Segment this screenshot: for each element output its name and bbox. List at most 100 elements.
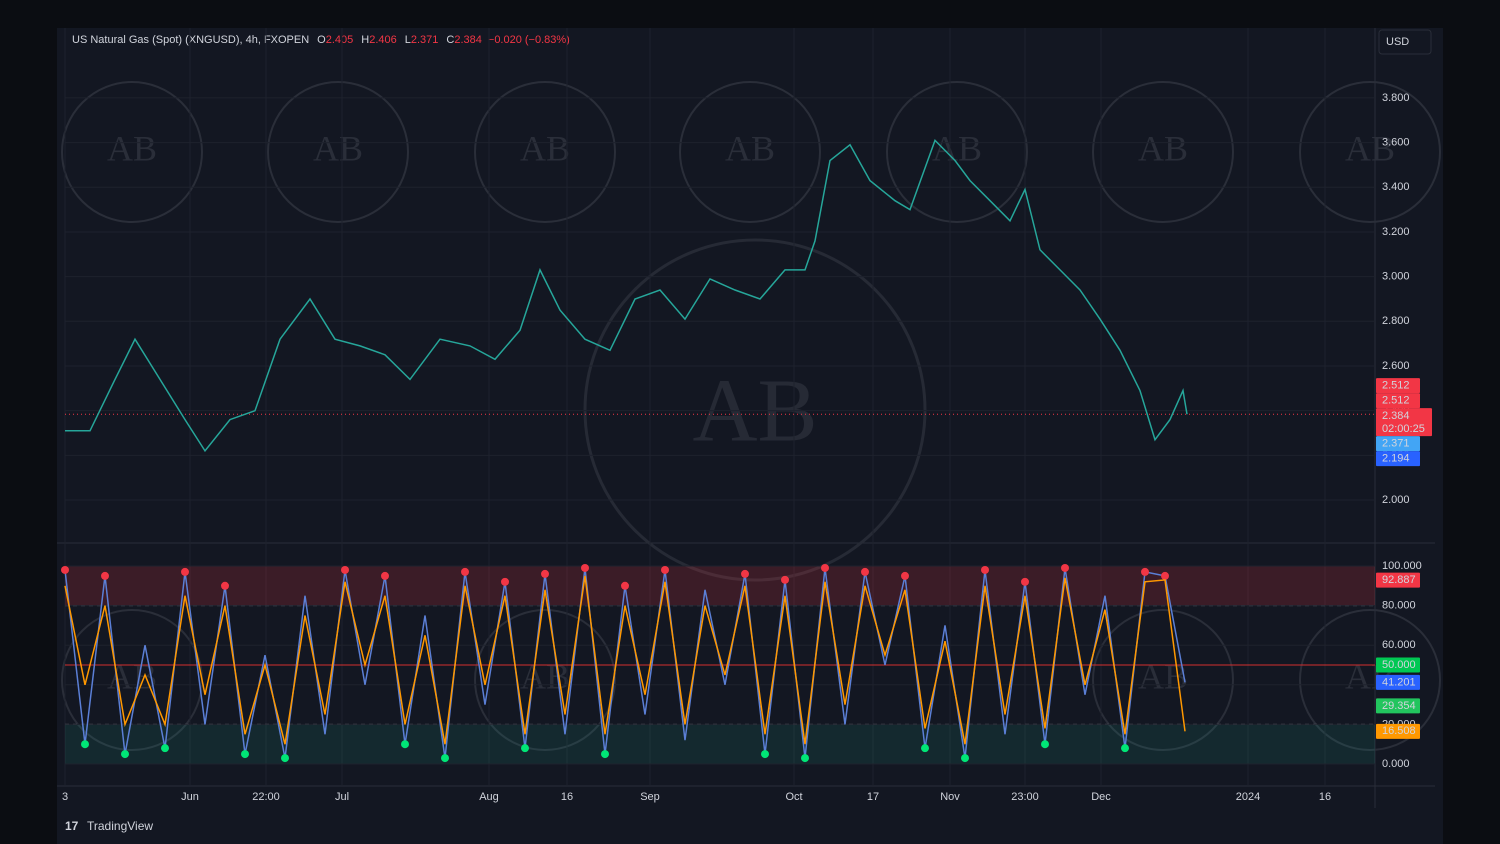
watermark-ring (474, 609, 616, 751)
x-tick-label: 22:00 (252, 791, 280, 803)
watermark: AB (1345, 128, 1395, 168)
price-label-box (1376, 674, 1420, 690)
watermark-ring (267, 81, 409, 223)
brand-logo: 17 (65, 819, 79, 833)
overbought-dot (661, 565, 669, 574)
price-label-box (1376, 378, 1420, 394)
overbought-dot (821, 563, 829, 572)
overbought-dot (221, 581, 229, 590)
overbought-dot (1021, 577, 1029, 586)
oversold-dot (161, 744, 169, 753)
brand: TradingView (87, 819, 153, 833)
oversold-dot (401, 740, 409, 749)
watermark: AB (520, 128, 570, 168)
overbought-dot (981, 565, 989, 574)
chart-panel (57, 28, 1443, 844)
watermark: AB (520, 656, 570, 696)
y-tick-label: 0.000 (1382, 758, 1410, 770)
watermark: AB (932, 128, 982, 168)
watermark-ring (474, 81, 616, 223)
ohlc-value: 2.384 (454, 34, 482, 46)
x-tick-label: Dec (1091, 791, 1111, 803)
overbought-dot (581, 563, 589, 572)
overbought-dot (541, 569, 549, 578)
overbought-dot (501, 577, 509, 586)
watermark-ring (61, 81, 203, 223)
currency[interactable]: USD (1386, 36, 1409, 48)
x-tick-label: Sep (640, 791, 660, 803)
overbought-dot (1161, 571, 1169, 580)
oversold-dot (1121, 744, 1129, 753)
series-line (65, 139, 1188, 453)
watermark-ring (1299, 609, 1441, 751)
ohlc-key: C (446, 34, 454, 46)
watermark-ring (1092, 609, 1234, 751)
x-tick-label: 2024 (1236, 791, 1260, 803)
x-tick-label: Jul (335, 791, 349, 803)
price-label-box (1376, 698, 1420, 714)
overbought-dot (101, 571, 109, 580)
price-label: 2.384 (1382, 410, 1410, 422)
y-tick-label: 2.600 (1382, 360, 1410, 372)
oversold-dot (761, 750, 769, 759)
price-label: 92.887 (1382, 574, 1416, 586)
price-label-box (1376, 408, 1432, 437)
ohlc-key: H (361, 34, 369, 46)
overbought-dot (861, 567, 869, 576)
oversold-dot (441, 754, 449, 763)
oversold-dot (521, 744, 529, 753)
price-label: 2.371 (1382, 438, 1410, 450)
currency-button[interactable] (1378, 29, 1432, 55)
ohlc-value: 2.406 (369, 34, 397, 46)
x-tick-label: Jun (181, 791, 199, 803)
legend-header: US Natural Gas (Spot) (XNGUSD), 4h, FXOP… (72, 34, 570, 46)
overbought-dot (1141, 567, 1149, 576)
watermark-ring (1299, 81, 1441, 223)
overbought-dot (741, 569, 749, 578)
y-tick-label: 3.200 (1382, 226, 1410, 238)
overbought-dot (381, 571, 389, 580)
price-label-box (1376, 657, 1420, 673)
overbought-dot (181, 567, 189, 576)
price-label-box (1376, 393, 1420, 409)
watermark-ring (886, 81, 1028, 223)
x-tick-label: 17 (867, 791, 879, 803)
oversold-dot (601, 750, 609, 759)
watermark: AB (1138, 128, 1188, 168)
overbought-dot (61, 565, 69, 574)
watermark-ring (1092, 81, 1234, 223)
oversold-zone (65, 724, 1375, 765)
overbought-dot (341, 565, 349, 574)
oversold-dot (241, 750, 249, 759)
x-tick-label: Nov (940, 791, 960, 803)
oversold-dot (1041, 740, 1049, 749)
overbought-dot (781, 575, 789, 584)
overbought-zone (65, 565, 1375, 606)
change: −0.020 (−0.83%) (488, 34, 570, 46)
price-label-box (1376, 572, 1420, 588)
price-label: 16.508 (1382, 725, 1416, 737)
oversold-dot (281, 754, 289, 763)
oversold-dot (961, 754, 969, 763)
watermark: AB (725, 128, 775, 168)
x-tick-label: 16 (1319, 791, 1331, 803)
ohlc-value: 2.405 (326, 34, 354, 46)
countdown: 02:00:25 (1382, 423, 1425, 435)
price-label: 2.512 (1382, 380, 1410, 392)
ohlc-key: O (317, 34, 326, 46)
x-tick-label: Oct (785, 791, 802, 803)
price-label-box (1376, 436, 1420, 452)
series-line (64, 575, 1186, 745)
oversold-dot (801, 754, 809, 763)
price-label: 2.194 (1382, 453, 1410, 465)
y-tick-label: 60.000 (1382, 639, 1416, 651)
y-tick-label: 3.600 (1382, 137, 1410, 149)
price-label: 29.354 (1382, 700, 1416, 712)
oversold-dot (121, 750, 129, 759)
ohlc-key: L (405, 34, 411, 46)
symbol: US Natural Gas (Spot) (XNGUSD), 4h, FXOP… (72, 34, 309, 46)
y-tick-label: 100.000 (1382, 560, 1422, 572)
y-tick-label: 3.000 (1382, 271, 1410, 283)
price-label-box (1376, 723, 1420, 739)
